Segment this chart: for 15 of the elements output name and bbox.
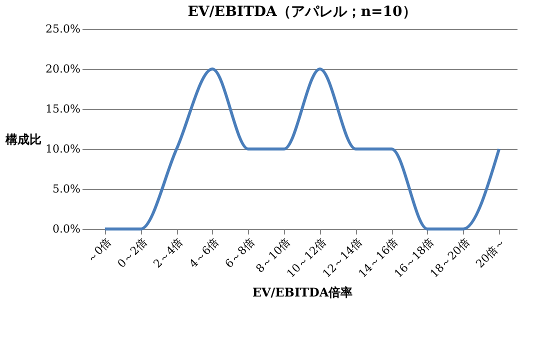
y-tick-label: 5.0% bbox=[52, 182, 80, 196]
x-tick-label: 0～2倍 bbox=[115, 236, 150, 270]
chart-title: EV/EBITDA（アパレル；n=10） bbox=[188, 4, 416, 20]
x-tick-label: ～0倍 bbox=[84, 236, 114, 266]
x-tick-label: 20倍～ bbox=[473, 236, 508, 270]
x-tick-label: 4～6倍 bbox=[186, 236, 222, 270]
y-axis-title: 構成比 bbox=[4, 132, 42, 146]
x-axis-title: EV/EBITDA倍率 bbox=[252, 286, 353, 300]
y-tick-label: 25.0% bbox=[46, 22, 80, 36]
y-tick-label: 10.0% bbox=[46, 142, 80, 156]
y-tick-label: 20.0% bbox=[46, 62, 80, 76]
x-tick-label: 6～8倍 bbox=[222, 236, 258, 270]
x-tick-label: 2～4倍 bbox=[150, 236, 186, 270]
y-tick-label: 15.0% bbox=[46, 102, 80, 116]
y-tick-label: 0.0% bbox=[52, 222, 80, 236]
